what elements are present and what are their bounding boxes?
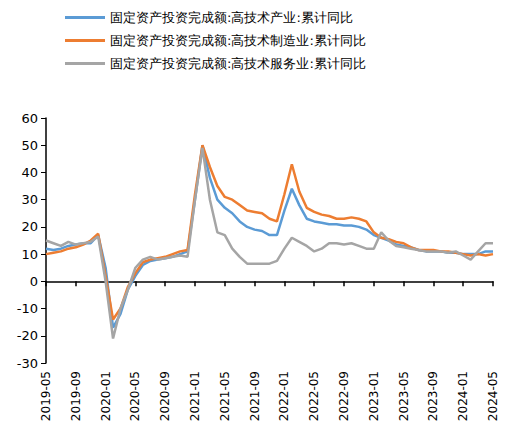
svg-text:2021-05: 2021-05	[218, 371, 232, 421]
svg-text:60: 60	[21, 111, 38, 126]
svg-text:2022-05: 2022-05	[307, 371, 321, 421]
svg-text:0: 0	[30, 274, 38, 289]
svg-text:2024-05: 2024-05	[486, 371, 500, 421]
svg-text:2019-05: 2019-05	[39, 371, 53, 421]
svg-text:2022-01: 2022-01	[277, 371, 291, 421]
svg-text:-30: -30	[17, 356, 38, 371]
svg-text:2023-05: 2023-05	[397, 371, 411, 421]
svg-text:2023-01: 2023-01	[367, 371, 381, 421]
svg-text:30: 30	[21, 192, 38, 207]
svg-text:20: 20	[21, 219, 38, 234]
svg-text:2020-01: 2020-01	[99, 371, 113, 421]
svg-text:40: 40	[21, 165, 38, 180]
svg-text:2021-09: 2021-09	[248, 371, 262, 421]
svg-text:10: 10	[21, 247, 38, 262]
svg-text:2024-01: 2024-01	[456, 371, 470, 421]
svg-text:2020-05: 2020-05	[128, 371, 142, 421]
svg-text:2022-09: 2022-09	[337, 371, 351, 421]
svg-text:2020-09: 2020-09	[158, 371, 172, 421]
svg-text:2023-09: 2023-09	[426, 371, 440, 421]
svg-text:固定资产投资完成额:高技术产业:累计同比: 固定资产投资完成额:高技术产业:累计同比	[110, 10, 353, 25]
svg-text:固定资产投资完成额:高技术服务业:累计同比: 固定资产投资完成额:高技术服务业:累计同比	[110, 56, 366, 71]
svg-text:50: 50	[21, 138, 38, 153]
svg-text:固定资产投资完成额:高技术制造业:累计同比: 固定资产投资完成额:高技术制造业:累计同比	[110, 33, 366, 48]
svg-text:2021-01: 2021-01	[188, 371, 202, 421]
svg-text:2019-09: 2019-09	[69, 371, 83, 421]
svg-text:-10: -10	[17, 301, 38, 316]
svg-text:-20: -20	[17, 328, 38, 343]
